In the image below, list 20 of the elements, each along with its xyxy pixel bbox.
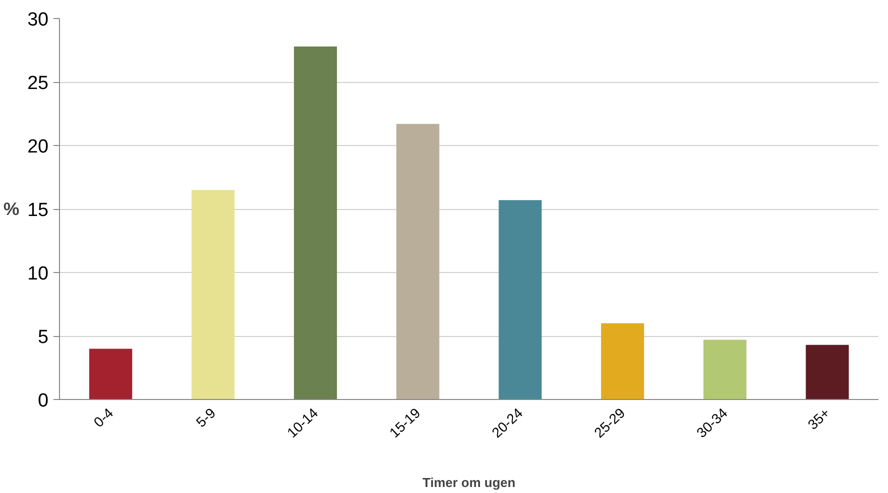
bar [192,190,235,400]
bar [601,323,644,400]
y-axis-title: % [3,199,20,219]
bar [294,46,337,400]
y-tick-label: 5 [38,327,49,348]
bar [396,124,440,400]
x-tick-label: 5-9 [192,404,219,430]
x-axis-title: Timer om ugen [422,475,516,490]
y-tick-label: 25 [27,73,49,94]
y-tick-label: 15 [27,200,49,221]
bar [89,348,132,400]
y-tick-label: 0 [38,390,49,412]
x-tick-label: 0-4 [90,404,116,430]
y-tick-label: 10 [27,264,49,284]
y-tick-label: 30 [27,10,49,30]
bar [498,200,542,400]
bar [703,340,746,400]
y-tick-label: 20 [27,136,49,158]
bar [806,344,849,400]
x-tick-label: 35+ [804,404,833,433]
